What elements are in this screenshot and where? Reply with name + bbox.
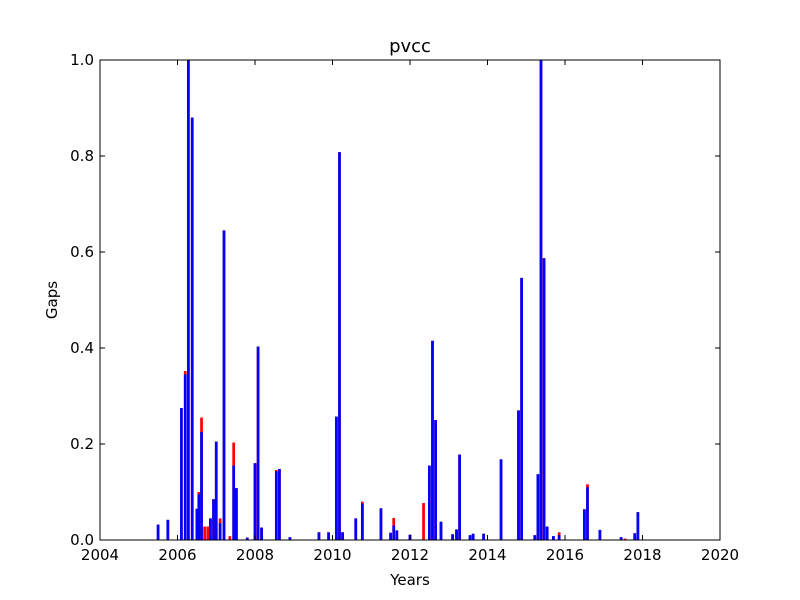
bar-series-1-point-35 [392,525,396,540]
chart-title: pvcc [389,36,431,57]
bar-series-1-point-44 [455,529,458,540]
bar-series-1-point-50 [517,410,520,540]
bar-series-1-point-19 [245,537,249,540]
bar-series-1-point-32 [360,503,364,540]
bar-series-1-point-56 [545,526,549,540]
bar-series-1-point-26 [317,532,321,540]
bar-series-1-point-40 [431,340,434,540]
bar-series-1-point-18 [235,488,238,540]
x-tick-label: 2018 [623,546,661,564]
bar-series-1-point-60 [586,487,589,540]
bar-series-1-point-2 [180,408,183,540]
bar-series-1-point-25 [288,537,292,540]
y-tick-label: 1.0 [70,51,94,69]
bar-series-1-point-57 [552,536,555,540]
bar-series-0-point-63 [623,538,627,540]
bar-series-1-point-48 [482,533,485,540]
bar-series-1-point-8 [200,432,203,540]
bars-layer [156,60,640,540]
bar-series-1-point-12 [212,499,215,540]
bar-series-1-point-21 [256,346,260,540]
x-tick-label: 2016 [546,546,584,564]
x-tick-label: 2004 [81,546,119,564]
bar-series-1-point-52 [533,535,537,540]
bar-series-1-point-58 [557,535,561,540]
bar-series-1-point-49 [499,459,503,540]
bar-series-1-point-6 [195,508,199,540]
bar-series-1-point-33 [379,508,383,540]
bar-series-1-point-11 [209,518,212,540]
bar-series-1-point-22 [260,527,263,540]
bar-series-1-point-45 [458,454,461,540]
bar-series-0-point-38 [422,503,425,540]
bar-series-0-point-9 [203,526,206,540]
x-tick-label: 2014 [468,546,506,564]
bar-series-1-point-14 [218,523,222,540]
bar-series-1-point-27 [327,532,330,540]
bar-series-1-point-31 [354,518,358,540]
y-tick-label: 0.4 [70,339,94,357]
bar-series-1-point-28 [335,416,338,540]
x-tick-label: 2020 [701,546,739,564]
bar-series-0-point-16 [228,536,232,540]
bar-series-1-point-23 [274,471,278,540]
bar-series-1-point-41 [434,420,437,540]
x-tick-label: 2012 [391,546,429,564]
bar-series-1-point-7 [197,494,201,540]
bar-series-1-point-65 [636,512,640,540]
x-axis-title: Years [389,571,430,589]
y-axis: 0.0 0.2 0.4 0.6 0.8 1.0 [70,51,720,549]
bar-series-1-point-3 [183,374,187,540]
x-tick-label: 2008 [236,546,274,564]
bar-series-1-point-29 [338,152,341,540]
bar-series-1-point-61 [598,529,602,540]
x-tick-label: 2010 [313,546,351,564]
bar-series-1-point-36 [395,530,399,540]
y-tick-label: 0.0 [70,531,94,549]
bar-series-1-point-39 [428,465,431,540]
bar-series-1-point-53 [536,474,540,540]
x-tick-label: 2006 [158,546,196,564]
y-tick-label: 0.8 [70,147,94,165]
x-axis: 2004 2006 2008 2010 2012 2014 2016 2018 2020 [81,60,739,564]
bar-series-1-point-62 [619,537,623,540]
bar-series-1-point-51 [520,277,523,540]
bar-series-1-point-1 [166,519,170,540]
bar-series-1-point-13 [214,441,218,540]
bar-series-1-point-5 [190,117,194,540]
bar-series-1-point-43 [451,534,454,540]
bar-series-1-point-15 [222,230,226,540]
bar-series-1-point-42 [439,521,443,540]
bar-series-1-point-17 [232,465,236,540]
y-tick-label: 0.6 [70,243,94,261]
bar-series-1-point-4 [186,60,190,540]
bar-series-1-point-55 [542,258,546,540]
bar-series-1-point-47 [471,533,475,540]
bar-series-0-point-10 [206,526,210,540]
bar-series-1-point-46 [468,535,472,540]
bar-series-1-point-59 [583,509,586,540]
bar-series-1-point-64 [633,533,637,540]
bar-series-1-point-30 [341,532,344,540]
bar-series-1-point-0 [156,524,160,540]
y-axis-title: Gaps [43,281,61,319]
bar-series-1-point-34 [389,532,392,540]
bar-series-1-point-20 [253,463,257,540]
bar-series-1-point-24 [278,468,281,540]
bar-series-1-point-54 [539,60,543,540]
y-tick-label: 0.2 [70,435,94,453]
